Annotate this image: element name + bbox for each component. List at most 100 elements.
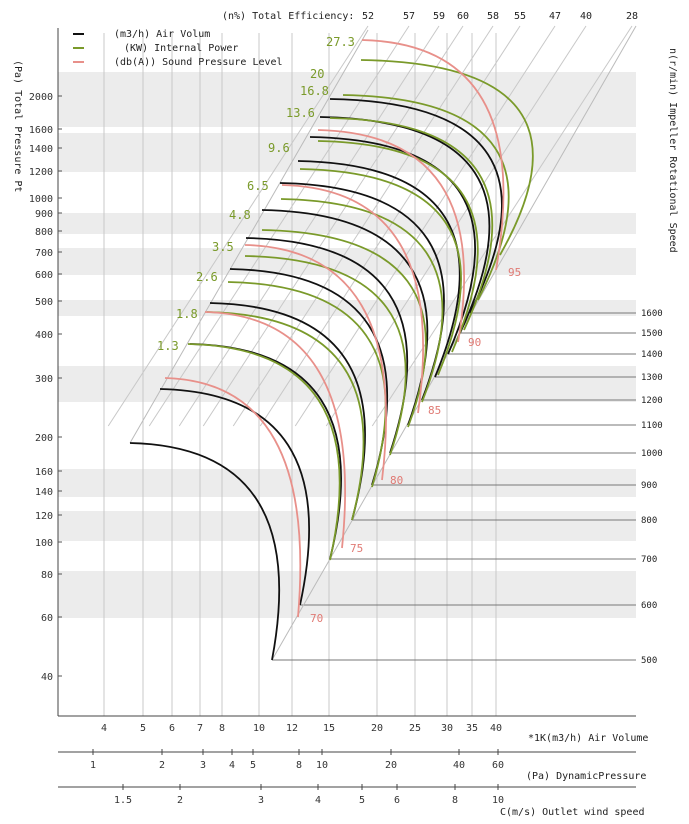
background-band <box>58 300 636 316</box>
ws-tick-label: 4 <box>315 795 321 806</box>
y-tick-label: 140 <box>35 487 53 498</box>
efficiency-label: 57 <box>403 11 415 22</box>
y-tick-label: 100 <box>35 538 53 549</box>
dp-tick-label: 4 <box>229 760 235 771</box>
speed-label: 900 <box>641 481 657 491</box>
efficiency-label: 47 <box>549 11 561 22</box>
y-tick-label: 1600 <box>29 125 53 136</box>
power-label: 1.3 <box>157 339 179 353</box>
power-curve <box>280 198 444 403</box>
power-label: 9.6 <box>268 141 290 155</box>
sound-label: 80 <box>390 474 403 487</box>
speed-label: 1600 <box>641 309 663 319</box>
x-tick-label: 12 <box>286 723 298 734</box>
efficiency-label: 59 <box>433 11 445 22</box>
dp-tick-label: 1 <box>90 760 96 771</box>
ws-tick-label: 2 <box>177 795 183 806</box>
speed-label: 1400 <box>641 350 663 360</box>
sound-label: 90 <box>468 336 481 349</box>
efficiency-label: 40 <box>580 11 592 22</box>
dp-tick-label: 40 <box>453 760 465 771</box>
power-label: 27.3 <box>326 35 355 49</box>
x-tick-label: 30 <box>441 723 453 734</box>
envelope-left <box>129 29 369 444</box>
sound-label: 95 <box>508 266 521 279</box>
y-tick-label: 60 <box>41 613 53 624</box>
curve-labels: 1.3 1.8 2.6 3.5 4.8 6.5 9.6 13.6 16.8 20 27.3 70 75 8… <box>157 35 521 625</box>
efficiency-diagonal <box>202 25 464 427</box>
efficiency-label: 60 <box>457 11 469 22</box>
legend-label-power: (KW) Internal Power <box>124 43 238 54</box>
y-tick-label: 200 <box>35 433 53 444</box>
power-label: 13.6 <box>286 106 315 120</box>
dp-tick-label: 60 <box>492 760 504 771</box>
legend-label-air: (m3/h) Air Volum <box>114 29 210 40</box>
sound-curve <box>361 39 505 271</box>
dynamic-pressure-title: (Pa) DynamicPressure <box>526 771 646 782</box>
efficiency-diagonal <box>259 25 521 427</box>
axis-ticks: 4060801001201401602003004005006007008009… <box>29 92 663 806</box>
x-tick-label: 6 <box>169 723 175 734</box>
power-label: 2.6 <box>196 270 218 284</box>
x-tick-label: 40 <box>490 723 502 734</box>
sound-curve <box>317 129 465 343</box>
dp-tick-label: 5 <box>250 760 256 771</box>
speed-label: 1200 <box>641 396 663 406</box>
dp-tick-label: 20 <box>385 760 397 771</box>
y-tick-label: 1200 <box>29 167 53 178</box>
y-tick-label: 1400 <box>29 144 53 155</box>
speed-label: 500 <box>641 656 657 666</box>
sound-label: 85 <box>428 404 441 417</box>
efficiency-label: 52 <box>362 11 374 22</box>
y-tick-label: 700 <box>35 248 53 259</box>
y-tick-label: 120 <box>35 511 53 522</box>
sound-curve <box>204 311 346 549</box>
air-volume-curve <box>129 442 280 661</box>
dp-tick-label: 10 <box>316 760 328 771</box>
speed-label: 1500 <box>641 329 663 339</box>
y-tick-label: 1000 <box>29 194 53 205</box>
y-tick-label: 400 <box>35 330 53 341</box>
y-axis-title: (Pa) Total Pressure Pt <box>12 60 23 192</box>
efficiency-diagonal <box>178 25 440 427</box>
air-volume-curve <box>159 388 310 606</box>
power-curve <box>227 281 387 488</box>
power-label: 16.8 <box>300 84 329 98</box>
dp-tick-label: 8 <box>296 760 302 771</box>
power-label: 4.8 <box>229 208 251 222</box>
efficiency-diagonal <box>325 25 587 427</box>
air-volume-curve <box>297 160 461 378</box>
power-curve <box>299 168 462 376</box>
dp-tick-label: 2 <box>159 760 165 771</box>
y-tick-label: 600 <box>35 270 53 281</box>
y-tick-label: 40 <box>41 672 53 683</box>
sound-label: 75 <box>350 542 363 555</box>
x-tick-label: 15 <box>323 723 335 734</box>
x-tick-label: 10 <box>253 723 265 734</box>
legend: (m3/h) Air Volum (KW) Internal Power (db… <box>73 29 283 68</box>
power-label: 6.5 <box>247 179 269 193</box>
speed-label: 1000 <box>641 449 663 459</box>
x-tick-label: 25 <box>409 723 421 734</box>
x-tick-label: 4 <box>101 723 107 734</box>
ws-tick-label: 6 <box>394 795 400 806</box>
ws-tick-label: 5 <box>359 795 365 806</box>
ws-tick-label: 1.5 <box>114 795 132 806</box>
y-tick-label: 800 <box>35 227 53 238</box>
ws-tick-label: 8 <box>452 795 458 806</box>
x-tick-label: 20 <box>371 723 383 734</box>
ws-tick-label: 3 <box>258 795 264 806</box>
background-band <box>58 511 636 541</box>
sound-curve <box>164 377 302 618</box>
power-label: 3.5 <box>212 240 234 254</box>
y-tick-label: 160 <box>35 467 53 478</box>
x-tick-label: 35 <box>466 723 478 734</box>
speed-label: 800 <box>641 516 657 526</box>
background-band <box>58 213 636 234</box>
power-label: 1.8 <box>176 307 198 321</box>
efficiency-label: 58 <box>487 11 499 22</box>
efficiency-label: 28 <box>626 11 638 22</box>
x-tick-label: 7 <box>197 723 203 734</box>
efficiency-diagonal <box>107 25 369 427</box>
